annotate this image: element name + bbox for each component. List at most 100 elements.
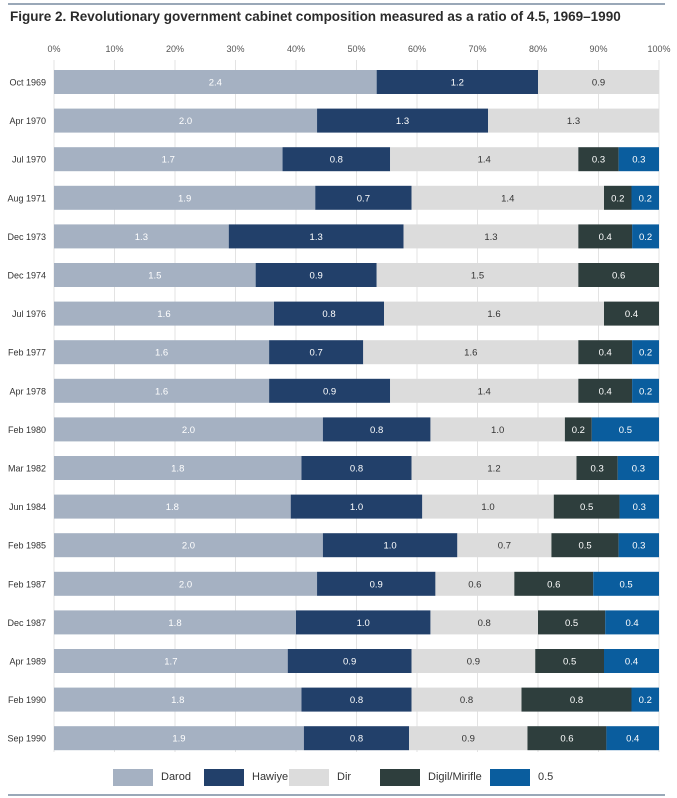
data-label: 2.0 <box>182 425 195 436</box>
data-label: 1.3 <box>135 232 148 243</box>
data-label: 0.2 <box>639 386 652 397</box>
bar-segment <box>54 494 291 519</box>
bar-segment <box>619 494 659 519</box>
data-label: 0.9 <box>370 579 383 590</box>
category-label: Jul 1976 <box>12 309 46 319</box>
data-label: 0.4 <box>599 348 612 359</box>
category-label: Dec 1987 <box>7 618 46 628</box>
data-label: 0.8 <box>370 425 383 436</box>
data-label: 1.6 <box>155 348 168 359</box>
data-label: 0.2 <box>639 232 652 243</box>
category-label: Feb 1977 <box>8 348 46 358</box>
bar-segment <box>290 494 423 519</box>
legend-swatch <box>490 768 530 786</box>
x-tick-label: 50% <box>347 44 365 54</box>
data-label: 0.8 <box>350 695 363 706</box>
bar-segment <box>390 147 579 172</box>
bar-segment <box>301 687 412 712</box>
bar-segment <box>618 147 659 172</box>
data-label: 0.4 <box>626 618 639 629</box>
data-label: 0.2 <box>639 193 652 204</box>
data-label: 0.8 <box>460 695 473 706</box>
x-tick-label: 10% <box>105 44 123 54</box>
legend-item: Darod <box>113 767 191 787</box>
x-tick-label: 40% <box>287 44 305 54</box>
chart-title: Figure 2. Revolutionary government cabin… <box>10 9 621 24</box>
data-label: 1.0 <box>357 618 370 629</box>
category-label: Apr 1970 <box>9 116 46 126</box>
bar-segment <box>591 417 659 442</box>
data-label: 0.4 <box>625 657 638 668</box>
data-label: 0.5 <box>578 541 591 552</box>
bar-segment <box>54 340 270 365</box>
bar-segment <box>632 378 659 403</box>
bar-segment <box>514 571 594 596</box>
data-label: 0.7 <box>310 348 323 359</box>
bar-segment <box>411 687 522 712</box>
bar-segment <box>411 456 577 480</box>
bar-segment <box>488 108 659 133</box>
data-label: 0.6 <box>468 579 481 590</box>
data-label: 1.6 <box>155 386 168 397</box>
bar-segment <box>578 224 633 249</box>
bar-segment <box>54 533 323 558</box>
bar-segment <box>403 224 579 249</box>
data-label: 0.2 <box>572 425 585 436</box>
bar-segment <box>430 610 538 635</box>
bar-segment <box>296 610 431 635</box>
legend-swatch <box>204 768 244 786</box>
data-label: 1.3 <box>310 232 323 243</box>
data-label: 1.3 <box>567 116 580 127</box>
data-label: 1.0 <box>384 541 397 552</box>
bar-segment <box>315 185 412 210</box>
data-label: 0.9 <box>323 386 336 397</box>
bar-segment <box>578 378 633 403</box>
bar-segment <box>54 610 296 635</box>
data-label: 0.5 <box>580 502 593 513</box>
bar-segment <box>54 687 302 712</box>
data-label: 0.7 <box>498 541 511 552</box>
category-label: Feb 1980 <box>8 425 46 435</box>
x-tick-label: 30% <box>226 44 244 54</box>
x-tick-label: 20% <box>166 44 184 54</box>
bar-segment <box>578 263 659 287</box>
bar-segment <box>527 726 607 751</box>
data-label: 1.2 <box>487 464 500 475</box>
data-label: 1.6 <box>487 309 500 320</box>
legend-label: Digil/Mirifle <box>428 771 482 783</box>
bar-segment <box>411 649 536 673</box>
legend-label: Darod <box>161 771 191 783</box>
data-label: 1.4 <box>478 155 491 166</box>
x-tick-label: 80% <box>529 44 547 54</box>
bar-segment <box>553 494 620 519</box>
stacked-bar-chart: 0% 10% 20% 30% 40% 50% 60% 70% 80% 90% 100% Oct 196… <box>7 44 671 752</box>
data-label: 0.2 <box>611 193 624 204</box>
legend-item: 0.5 <box>490 767 553 787</box>
bar-segment <box>631 687 659 712</box>
category-label: Aug 1971 <box>7 193 46 203</box>
category-label: Jul 1970 <box>12 155 46 165</box>
legend-label: 0.5 <box>538 771 554 783</box>
top-rule <box>8 3 665 5</box>
category-label: Dec 1973 <box>7 232 46 242</box>
bar-segment <box>632 224 659 249</box>
bar-segment <box>604 185 632 210</box>
category-label: Feb 1987 <box>8 579 46 589</box>
bar-segment <box>457 533 552 558</box>
bar-segment <box>422 494 554 519</box>
data-label: 0.8 <box>570 695 583 706</box>
category-label: Dec 1974 <box>7 271 46 281</box>
category-label: Feb 1990 <box>8 695 46 705</box>
bar-segment <box>228 224 404 249</box>
bar-segment <box>317 108 489 133</box>
data-label: 0.4 <box>625 309 638 320</box>
data-label: 1.3 <box>396 116 409 127</box>
data-label: 0.8 <box>478 618 491 629</box>
data-label: 1.5 <box>148 271 161 282</box>
data-label: 1.9 <box>178 193 191 204</box>
data-label: 0.3 <box>632 541 645 552</box>
bar-segment <box>301 456 412 480</box>
data-label: 0.7 <box>357 193 370 204</box>
data-label: 2.0 <box>179 116 192 127</box>
